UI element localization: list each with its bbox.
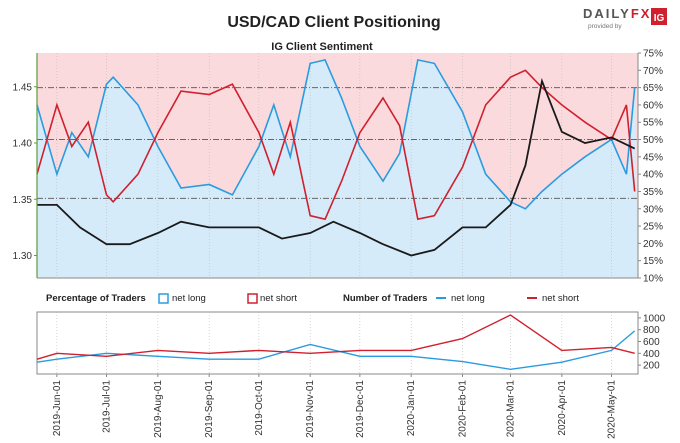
- x-tick-label: 2019-Oct-01: [254, 380, 265, 436]
- traders-tick-label: 800: [643, 325, 660, 336]
- y-left-tick-label: 1.35: [13, 195, 33, 206]
- y-right-tick-label: 25%: [643, 222, 663, 233]
- y-left-tick-label: 1.45: [13, 82, 33, 93]
- traders-long-line: [36, 330, 636, 371]
- sentiment-plot: 1.30 1.35 1.40 1.45 10% 15% 20% 25% 30% 35% 40% 45%…: [13, 49, 664, 285]
- x-tick-label: 2020-Apr-01: [557, 380, 568, 436]
- brand-provided-by: provided by: [588, 23, 622, 30]
- traders-short-line: [36, 314, 635, 360]
- y-right-tick-label: 35%: [643, 187, 663, 198]
- x-tick-label: 2020-Feb-01: [458, 380, 469, 438]
- y-left-tick-label: 1.30: [13, 251, 33, 262]
- y-right-tick-label: 15%: [643, 256, 663, 267]
- chart-title: USD/CAD Client Positioning: [227, 14, 440, 31]
- net-long-line: [36, 58, 636, 210]
- traders-tick-label: 600: [643, 337, 660, 348]
- x-tick-label: 2020-May-01: [607, 380, 618, 439]
- y-right-tick-label: 55%: [643, 118, 663, 129]
- legend-pct-long-swatch: [158, 293, 169, 304]
- traders-tick-label: 400: [643, 349, 660, 360]
- legend-pct-short-swatch: [247, 293, 258, 304]
- x-tick-label: 2019-Aug-01: [153, 380, 164, 438]
- legend-percentage-title: Percentage of Traders: [46, 293, 146, 304]
- legend-row: Percentage of Traders net long net short…: [46, 293, 579, 304]
- y-right-tick-label: 50%: [643, 135, 663, 146]
- dailyfx-logo: DAILYFX provided by IG: [583, 6, 667, 30]
- legend-num-long: net long: [451, 293, 485, 304]
- y-right-tick-label: 10%: [643, 274, 663, 285]
- x-tick-label: 2019-Sep-01: [204, 380, 215, 438]
- y-right-tick-label: 40%: [643, 170, 663, 181]
- legend-pct-short: net short: [260, 293, 297, 304]
- x-tick-label: 2019-Jun-01: [52, 380, 63, 437]
- legend-pct-long: net long: [172, 293, 206, 304]
- y-right-tick-label: 60%: [643, 100, 663, 111]
- ig-badge-icon: [651, 8, 667, 25]
- ig-badge-label: IG: [654, 13, 665, 24]
- y-right-tick-label: 65%: [643, 83, 663, 94]
- x-tick-label: 2020-Jan-01: [406, 380, 417, 437]
- traders-tick-label: 200: [643, 361, 660, 372]
- y-left-tick-label: 1.40: [13, 139, 33, 150]
- y-right-tick-label: 20%: [643, 239, 663, 250]
- net-short-line: [36, 69, 636, 221]
- traders-frame: [36, 311, 639, 375]
- x-tick-label: 2019-Jul-01: [102, 380, 113, 433]
- y-right-tick-label: 70%: [643, 66, 663, 77]
- x-tick-label: 2019-Nov-01: [305, 380, 316, 438]
- subchart-title: IG Client Sentiment: [271, 41, 373, 53]
- y-right-tick-label: 75%: [643, 49, 663, 60]
- y-right-tick-label: 30%: [643, 204, 663, 215]
- x-axis: 2019-Jun-01 2019-Jul-01 2019-Aug-01 2019-Se…: [52, 374, 618, 439]
- legend-number-title: Number of Traders: [343, 293, 427, 304]
- brand-dailyfx: DAILYFX: [583, 6, 651, 21]
- legend-num-short: net short: [542, 293, 579, 304]
- x-tick-label: 2019-Dec-01: [355, 380, 366, 438]
- price-line: [37, 77, 636, 257]
- traders-tick-label: 1000: [643, 313, 666, 324]
- y-right-tick-label: 45%: [643, 152, 663, 163]
- x-tick-label: 2020-Mar-01: [506, 380, 517, 438]
